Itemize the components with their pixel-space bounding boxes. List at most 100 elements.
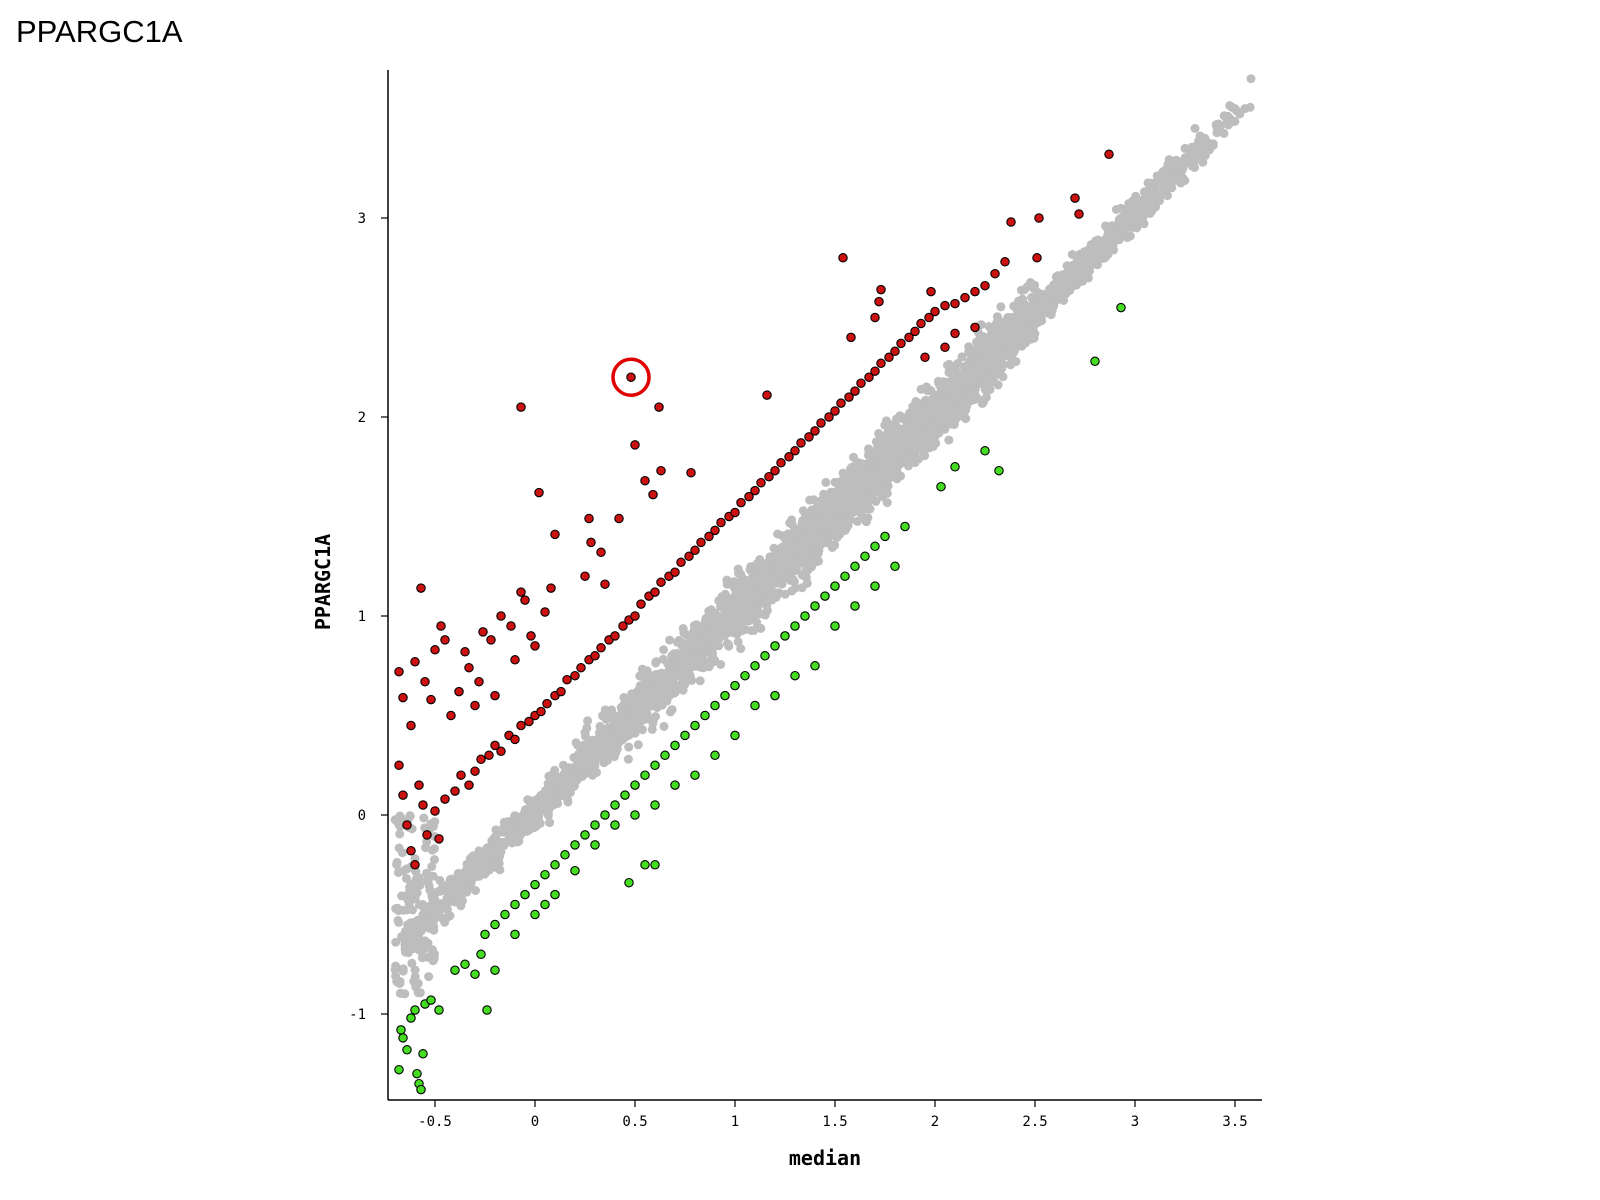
background-point <box>647 697 657 707</box>
higher-point <box>762 390 772 400</box>
background-point <box>611 719 621 729</box>
x-tick-label: 3 <box>1131 1114 1139 1130</box>
background-point <box>1089 257 1099 267</box>
background-point <box>1027 329 1037 339</box>
lower-point <box>510 899 520 910</box>
background-point <box>545 818 555 828</box>
background-point <box>791 562 801 572</box>
background-point <box>679 628 689 638</box>
higher-point <box>414 780 424 790</box>
lower-point <box>500 909 510 920</box>
higher-point <box>816 418 826 428</box>
significant-points-layer <box>394 149 1126 1095</box>
lower-point <box>1116 302 1126 313</box>
background-point <box>647 724 657 734</box>
background-point <box>776 560 786 569</box>
background-point <box>456 901 466 911</box>
higher-point <box>446 710 456 721</box>
background-point <box>528 796 538 806</box>
background-point <box>704 606 714 616</box>
background-point <box>896 471 906 481</box>
higher-point <box>1074 209 1084 219</box>
background-point <box>1200 151 1210 161</box>
background-point <box>405 932 415 941</box>
background-point <box>438 902 448 912</box>
background-point <box>1108 222 1118 232</box>
background-point <box>1090 238 1100 248</box>
higher-point <box>630 440 640 450</box>
background-point <box>850 493 860 503</box>
background-point <box>903 461 913 471</box>
background-point <box>423 877 433 887</box>
background-point <box>845 466 855 476</box>
background-point <box>1160 173 1170 183</box>
lower-point <box>830 581 840 591</box>
higher-point <box>684 551 694 562</box>
background-point <box>684 670 694 680</box>
background-point <box>819 506 828 516</box>
background-point <box>979 380 989 390</box>
higher-point <box>770 465 780 476</box>
background-point <box>452 888 462 897</box>
background-point <box>648 715 658 725</box>
background-point <box>778 567 788 577</box>
lower-point <box>780 631 790 641</box>
lower-point <box>800 611 810 621</box>
background-point <box>410 882 420 892</box>
background-point <box>589 754 599 764</box>
higher-point <box>856 378 866 388</box>
higher-point <box>596 547 606 558</box>
higher-point <box>422 830 432 840</box>
background-point <box>1037 316 1047 326</box>
higher-point <box>916 318 926 329</box>
background-point <box>960 384 970 394</box>
lower-point <box>540 899 550 910</box>
background-point <box>427 862 437 871</box>
background-point <box>689 642 699 652</box>
lower-point <box>520 889 530 900</box>
background-point <box>883 481 893 491</box>
background-point <box>1053 271 1063 281</box>
lower-point <box>1090 356 1100 367</box>
background-point <box>397 891 407 901</box>
background-point <box>395 829 405 839</box>
background-point <box>826 505 836 515</box>
background-point <box>444 897 454 907</box>
lower-point <box>550 889 560 900</box>
higher-point <box>534 487 544 498</box>
background-point <box>545 789 555 799</box>
higher-point <box>516 402 526 412</box>
background-point <box>581 731 590 741</box>
higher-point <box>904 332 914 343</box>
lower-point <box>730 730 740 741</box>
higher-point <box>406 846 416 856</box>
higher-point <box>874 296 884 307</box>
background-point <box>830 529 840 539</box>
higher-point <box>460 647 470 657</box>
background-point <box>1180 176 1190 186</box>
background-point <box>524 825 534 835</box>
higher-point <box>394 760 404 771</box>
lower-point <box>730 680 740 691</box>
higher-point <box>784 452 794 462</box>
background-point <box>725 609 735 619</box>
background-point <box>513 834 523 844</box>
background-point <box>648 689 658 699</box>
background-point <box>492 827 502 837</box>
background-point <box>746 562 756 572</box>
background-point <box>987 377 997 387</box>
y-tick-label: -1 <box>349 1007 366 1023</box>
background-point <box>618 726 628 736</box>
background-point <box>562 782 572 792</box>
background-point <box>543 779 553 789</box>
background-point <box>798 516 808 526</box>
background-point <box>972 358 982 368</box>
background-point <box>421 917 431 927</box>
higher-point <box>1006 217 1016 227</box>
background-point <box>391 937 401 947</box>
background-point <box>1219 128 1229 138</box>
background-point <box>820 514 830 524</box>
higher-point <box>454 686 464 697</box>
background-point <box>407 958 417 968</box>
background-point <box>492 861 502 871</box>
